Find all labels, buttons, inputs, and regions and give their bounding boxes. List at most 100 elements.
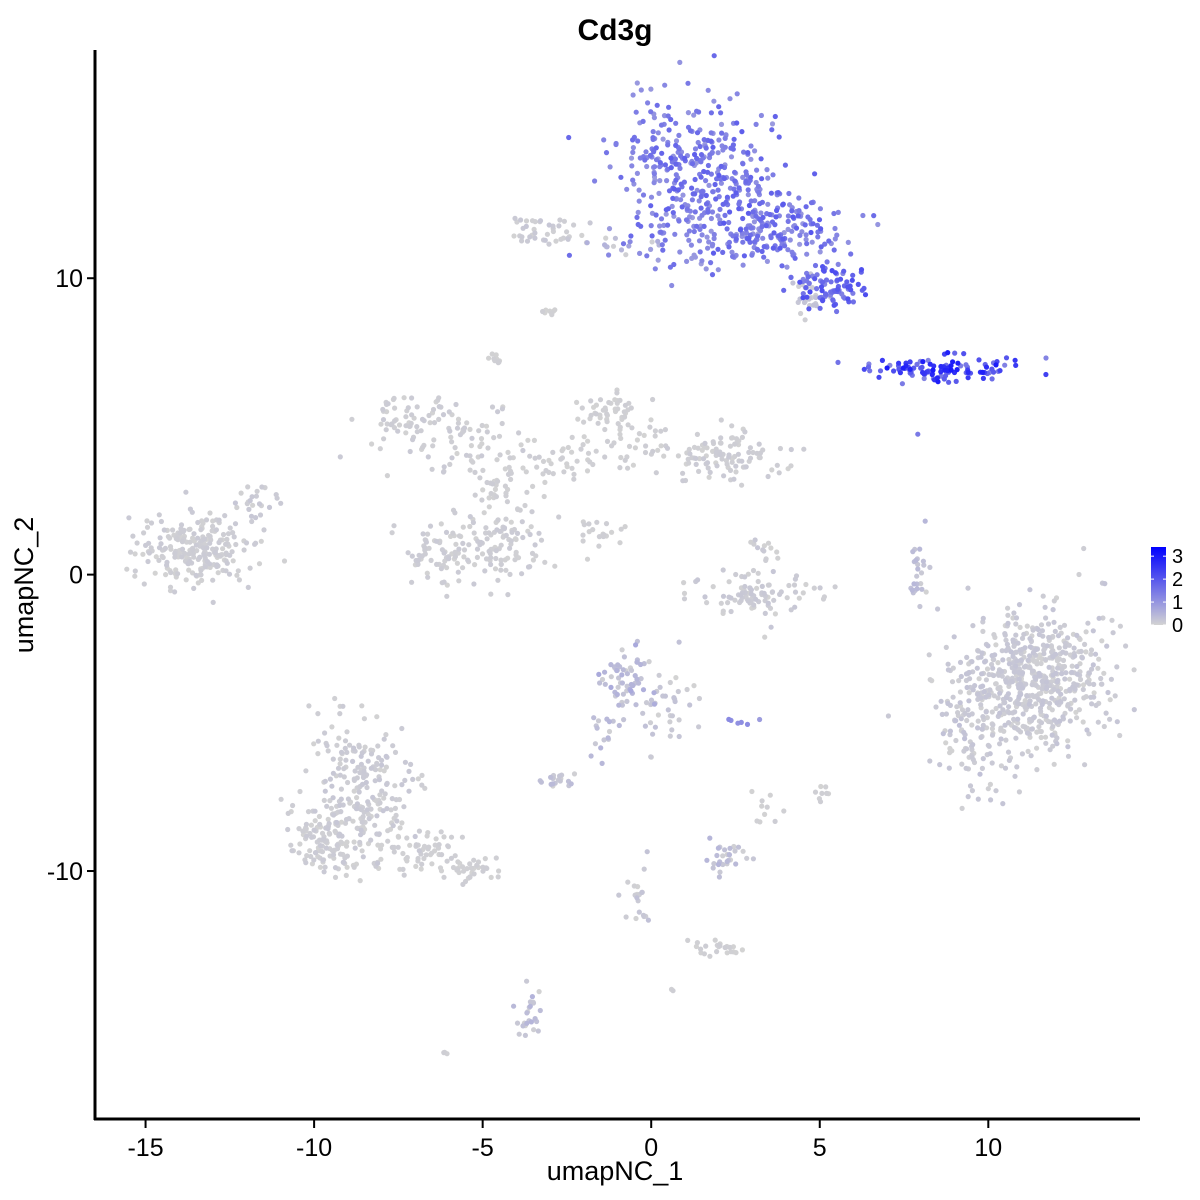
data-point [942,367,948,373]
data-point [691,112,697,118]
data-point [1060,714,1066,720]
data-point [529,994,536,1000]
data-point [1117,623,1123,629]
data-point [303,833,310,839]
data-point [223,541,229,547]
data-point [210,523,216,530]
data-point [757,450,764,456]
data-point [686,237,692,243]
data-point [157,535,163,541]
data-point [616,702,622,708]
data-point [718,180,725,186]
data-point [660,136,666,142]
data-point [926,652,932,658]
data-point [668,155,674,161]
data-point [448,834,455,840]
data-point [343,757,349,763]
data-point [1051,686,1057,693]
data-point [617,465,623,471]
data-point [309,834,315,840]
data-point [630,177,636,183]
data-point [754,818,760,824]
data-point [1002,722,1008,728]
data-point [596,543,602,549]
data-point [542,237,548,243]
data-point [614,667,620,674]
data-point [1039,701,1045,708]
data-point [561,218,568,224]
data-point [1093,702,1099,709]
data-point [685,110,692,116]
data-point [569,434,575,440]
data-point [331,812,337,818]
data-point [706,474,712,480]
data-point [389,530,395,536]
data-point [542,559,548,565]
data-point [419,782,425,788]
data-point [915,431,921,437]
data-point [495,874,501,880]
data-point [733,469,739,475]
data-point [1038,720,1045,726]
data-point [1016,602,1023,608]
data-point [761,543,768,549]
data-point [995,685,1001,692]
data-point [323,845,329,851]
data-point [953,737,959,744]
data-point [676,146,682,152]
data-point [541,493,547,500]
data-point [488,490,494,497]
data-point [698,159,704,165]
x-tick-label: -5 [472,1134,494,1162]
data-point [766,582,772,588]
data-point [1072,697,1078,703]
data-point [709,209,716,215]
data-point [467,861,473,867]
data-point [503,516,509,522]
data-point [982,659,988,665]
data-point [447,461,453,467]
data-point [673,177,679,183]
data-point [727,467,734,473]
data-point [612,235,619,241]
data-point [947,745,953,752]
data-point [927,677,933,683]
data-point [817,249,823,255]
data-point [381,736,387,742]
data-point [230,558,236,564]
data-point [648,86,654,92]
data-point [505,471,512,477]
data-point [1027,716,1033,723]
data-point [959,707,966,713]
data-point [696,456,703,462]
data-point [755,233,761,239]
data-point [1033,676,1039,682]
data-point [532,219,538,225]
data-point [483,556,490,562]
data-point [1095,719,1101,725]
data-point [710,439,716,445]
data-point [540,308,546,315]
data-point [618,454,624,461]
data-point [1096,615,1102,621]
data-point [751,541,757,547]
data-point [1114,664,1120,670]
data-point [768,190,775,196]
data-point [525,437,531,443]
data-point [618,435,624,441]
data-point [213,527,219,533]
data-point [412,833,418,840]
data-point [1003,695,1010,701]
data-point [785,218,791,224]
data-point [990,665,996,671]
data-point [416,828,422,834]
data-point [423,852,429,858]
data-point [175,571,181,577]
data-point [495,360,501,366]
data-point [648,203,654,209]
data-point [651,701,658,707]
data-point [758,112,765,119]
data-point [1039,628,1045,634]
data-point [502,483,508,489]
data-point [616,675,622,681]
